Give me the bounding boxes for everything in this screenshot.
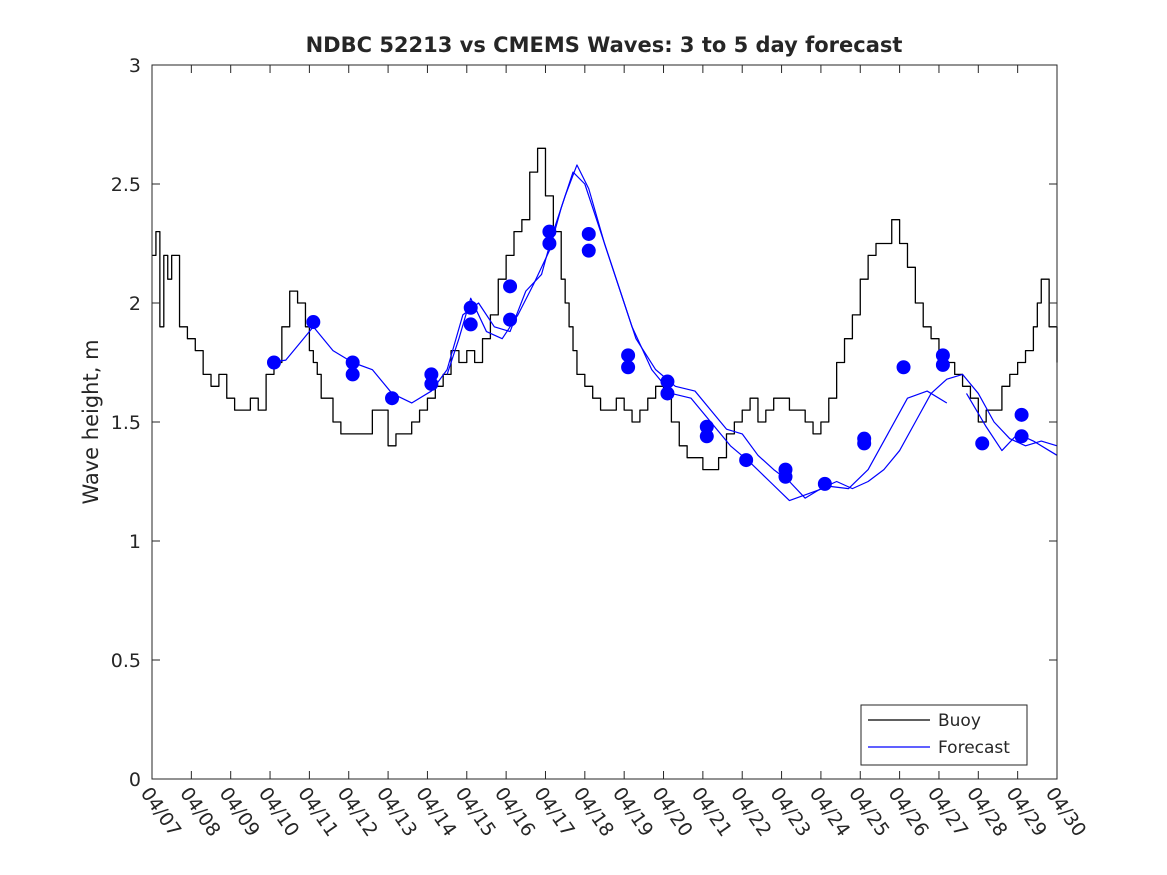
forecast-markers <box>266 224 1029 491</box>
x-tick-label: 04/20 <box>647 783 696 840</box>
forecast-marker <box>660 374 675 389</box>
y-tick-label: 2.5 <box>111 174 141 196</box>
series-line-buoy <box>152 147 1058 471</box>
y-tick-label: 1 <box>129 531 141 553</box>
x-tick-label: 04/11 <box>293 783 342 840</box>
forecast-marker <box>857 436 872 451</box>
chart-title: NDBC 52213 vs CMEMS Waves: 3 to 5 day fo… <box>306 33 903 57</box>
forecast-marker <box>975 436 990 451</box>
forecast-marker <box>581 226 596 241</box>
forecast-marker <box>739 453 754 468</box>
forecast-marker <box>503 279 518 294</box>
x-tick-label: 04/22 <box>726 783 775 840</box>
x-tick-label: 04/27 <box>923 783 972 840</box>
forecast-marker <box>1014 429 1029 444</box>
y-tick-label: 1.5 <box>111 412 141 434</box>
legend-label-buoy: Buoy <box>938 711 981 731</box>
x-tick-label: 04/29 <box>1002 783 1051 840</box>
legend: Buoy Forecast <box>860 704 1028 766</box>
forecast-marker <box>463 317 478 332</box>
x-tick-label: 04/30 <box>1041 783 1090 840</box>
forecast-marker <box>266 355 281 370</box>
forecast-marker <box>660 386 675 401</box>
x-tick-label: 04/09 <box>215 783 264 840</box>
forecast-marker <box>935 357 950 372</box>
y-tick-label: 3 <box>129 55 141 77</box>
x-tick-label: 04/15 <box>451 783 500 840</box>
y-tick-label: 0.5 <box>111 650 141 672</box>
x-tick-label: 04/08 <box>175 783 224 840</box>
forecast-marker <box>699 429 714 444</box>
forecast-marker <box>581 243 596 258</box>
x-tick-label: 04/16 <box>490 783 539 840</box>
forecast-marker <box>345 355 360 370</box>
x-tick-label: 04/19 <box>608 783 657 840</box>
x-tick-label: 04/07 <box>136 783 185 840</box>
forecast-marker <box>817 476 832 491</box>
x-tick-label: 04/25 <box>844 783 893 840</box>
forecast-marker <box>503 312 518 327</box>
x-tick-label: 04/14 <box>411 783 460 840</box>
x-tick-label: 04/12 <box>333 783 382 840</box>
plot-area <box>152 65 1057 779</box>
x-tick-label: 04/28 <box>962 783 1011 840</box>
y-axis-label: Wave height, m <box>79 339 103 504</box>
forecast-marker <box>621 360 636 375</box>
y-axis: 0 0.5 1 1.5 2 2.5 3 <box>111 55 1057 791</box>
forecast-marker <box>621 348 636 363</box>
x-tick-label: 04/13 <box>372 783 421 840</box>
forecast-marker <box>345 367 360 382</box>
forecast-marker <box>896 360 911 375</box>
forecast-marker <box>1014 407 1029 422</box>
y-tick-label: 0 <box>129 769 141 791</box>
x-tick-label: 04/21 <box>687 783 736 840</box>
x-tick-label: 04/23 <box>765 783 814 840</box>
x-tick-label: 04/24 <box>805 783 854 840</box>
y-tick-label: 2 <box>129 293 141 315</box>
forecast-marker <box>542 224 557 239</box>
legend-label-forecast: Forecast <box>938 738 1010 758</box>
forecast-marker <box>778 469 793 484</box>
x-tick-label: 04/18 <box>569 783 618 840</box>
x-tick-label: 04/10 <box>254 783 303 840</box>
forecast-marker <box>306 315 321 330</box>
forecast-marker <box>385 391 400 406</box>
forecast-marker <box>424 376 439 391</box>
forecast-marker <box>463 300 478 315</box>
x-tick-label: 04/17 <box>529 783 578 840</box>
forecast-marker <box>542 236 557 251</box>
legend-box <box>860 704 1028 766</box>
x-tick-label: 04/26 <box>884 783 933 840</box>
